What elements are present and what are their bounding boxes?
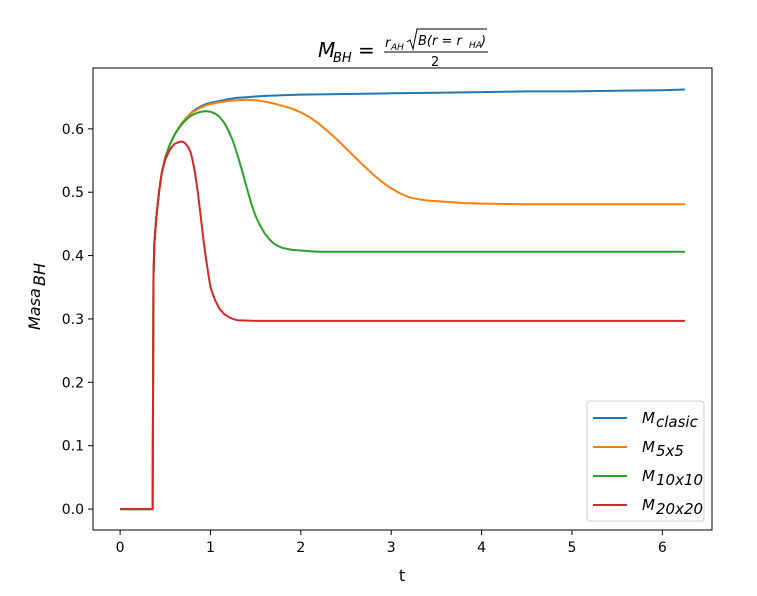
y-tick-label: 0.0 bbox=[62, 502, 84, 518]
legend-label-sub-5x5: 5x5 bbox=[656, 442, 684, 460]
x-tick-label: 4 bbox=[477, 540, 486, 556]
x-tick-label: 5 bbox=[567, 540, 576, 556]
title-num-r-sub: AH bbox=[390, 43, 404, 53]
y-tick-label: 0.2 bbox=[62, 375, 84, 391]
y-tick-label: 0.1 bbox=[62, 439, 84, 455]
legend-label-clasic: M bbox=[642, 409, 655, 427]
legend-label-sub-20x20: 20x20 bbox=[656, 500, 703, 518]
legend-label-20x20: M bbox=[642, 496, 655, 514]
x-tick-label: 2 bbox=[296, 540, 305, 556]
y-axis-label-main: Masa bbox=[25, 288, 44, 330]
title-denominator: 2 bbox=[431, 55, 439, 70]
title-sqrt-arg-sub: HA bbox=[469, 41, 482, 51]
series-lines bbox=[120, 88, 685, 511]
title-sqrt-close: ) bbox=[480, 34, 486, 49]
legend-label-sub-clasic: clasic bbox=[656, 413, 699, 431]
legend-label-5x5: M bbox=[642, 438, 655, 456]
y-axis-label-sub: BH bbox=[30, 263, 49, 286]
y-tick-label: 0.5 bbox=[62, 185, 84, 201]
title-lhs: M bbox=[318, 38, 335, 62]
x-tick-label: 3 bbox=[387, 540, 396, 556]
plot-frame bbox=[92, 67, 713, 531]
series-line-20x20 bbox=[120, 140, 685, 511]
title-equals: = bbox=[358, 38, 375, 62]
legend-label-sub-10x10: 10x10 bbox=[656, 471, 703, 489]
x-tick-label: 0 bbox=[116, 540, 125, 556]
y-tick-label: 0.3 bbox=[62, 312, 84, 328]
y-tick-label: 0.6 bbox=[62, 122, 84, 138]
title-lhs-sub: BH bbox=[333, 51, 352, 66]
legend-box bbox=[586, 400, 705, 522]
axis-ticks: 0 1 2 3 4 5 6 0.0 0.1 0.2 0.3 0.4 0.5 0.6 bbox=[62, 122, 667, 556]
y-tick-label: 0.4 bbox=[62, 249, 84, 265]
x-tick-label: 6 bbox=[658, 540, 667, 556]
title-sqrt-arg: B(r = r bbox=[418, 34, 463, 49]
y-axis-label: Masa BH bbox=[25, 263, 49, 330]
title-num-r: r bbox=[385, 36, 392, 51]
legend-label-10x10: M bbox=[642, 467, 655, 485]
chart-title: M BH = r AH B(r = r HA ) 2 bbox=[318, 28, 488, 70]
x-tick-label: 1 bbox=[206, 540, 215, 556]
x-axis-label: t bbox=[399, 566, 405, 585]
title-sqrt-sign bbox=[406, 28, 487, 51]
